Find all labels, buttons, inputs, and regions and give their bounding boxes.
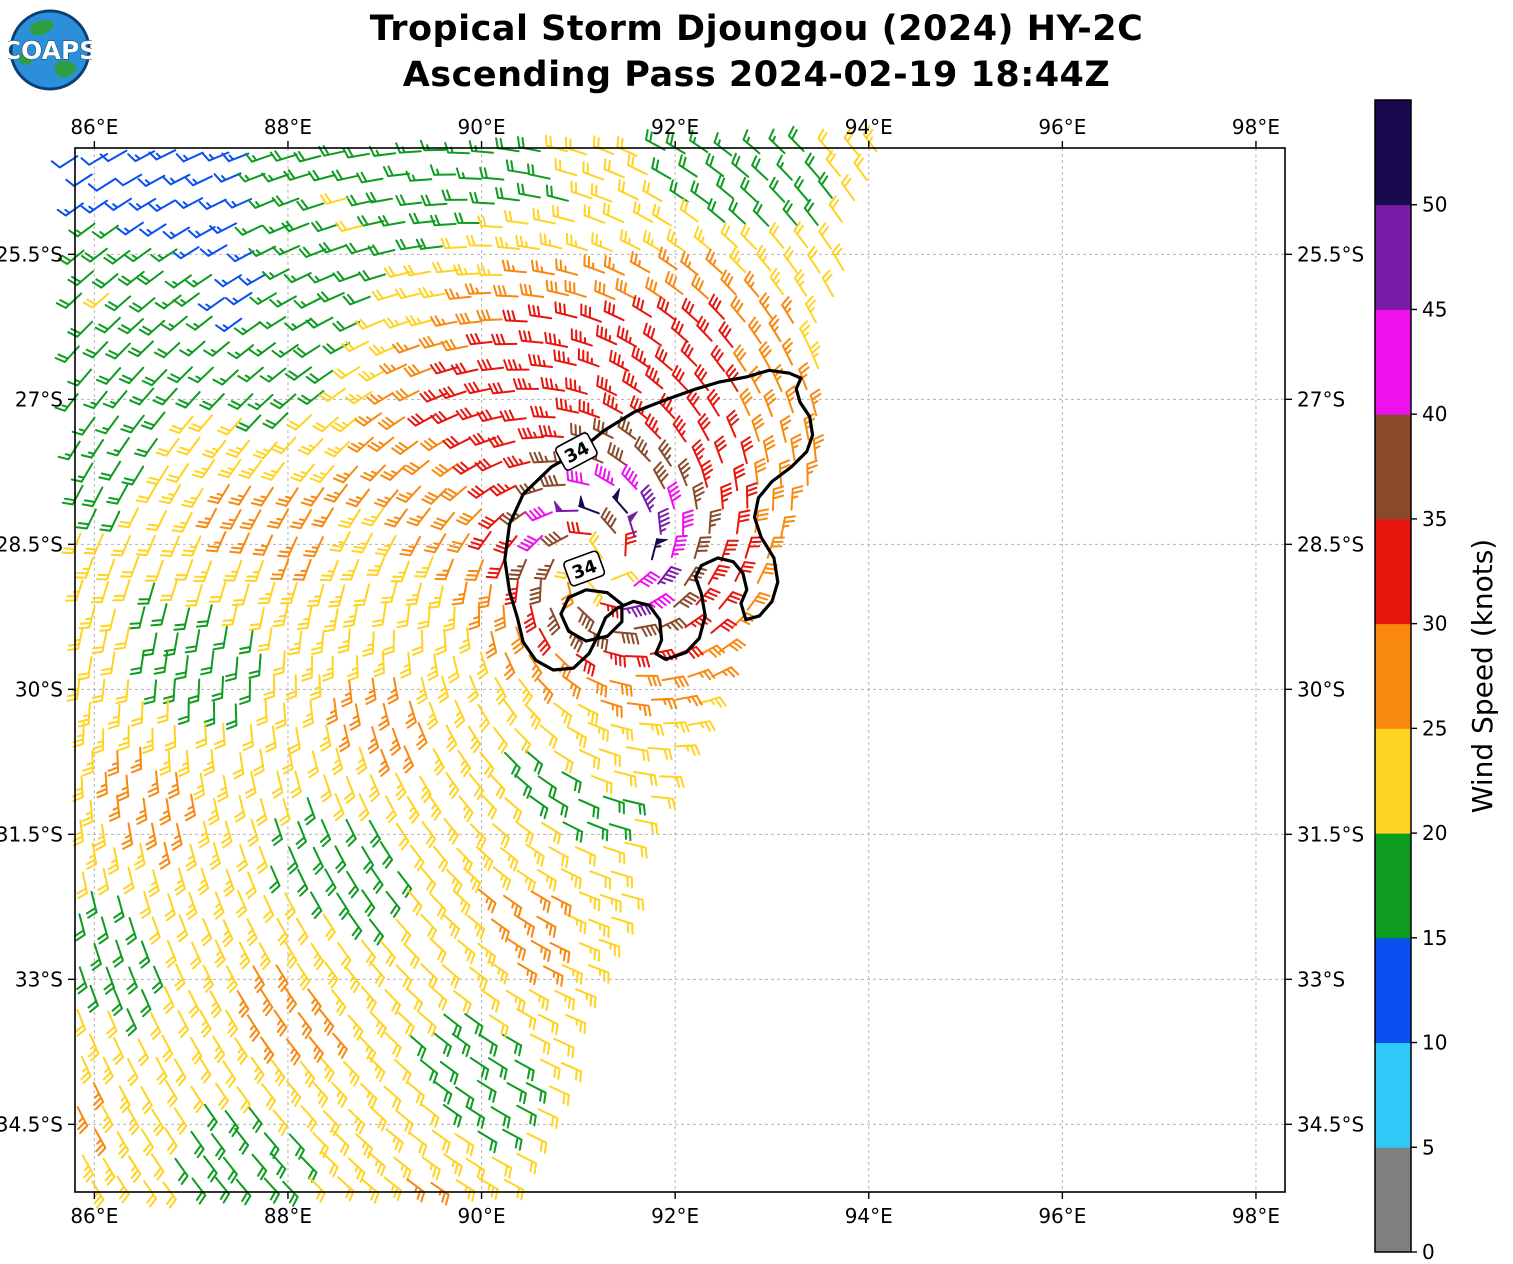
colorbar: 0 5 10 15 20 25 30 35 40 45 50 — [1374, 99, 1447, 1264]
wind-barbs — [578, 495, 662, 561]
x-tick-label-bottom: 86°E — [70, 1204, 118, 1228]
axis-tick-labels: 86°E 86°E 88°E 88°E 90°E 90°E 92°E 92°E 94°E 94°E… — [0, 115, 1364, 1228]
logo-land-2 — [55, 60, 77, 78]
page-title: Tropical Storm Djoungou (2024) HY-2C Asc… — [0, 6, 1513, 98]
plot-render-root: 343486°E86°E88°E88°E90°E90°E92°E92°E94°E… — [0, 99, 1447, 1264]
y-tick-label-left: 34.5°S — [0, 1112, 63, 1136]
wind-barbs — [555, 484, 682, 618]
x-tick-label-bottom: 94°E — [845, 1204, 893, 1228]
y-tick-label-left: 27°S — [15, 387, 63, 411]
x-tick-label-bottom: 96°E — [1038, 1204, 1086, 1228]
x-tick-label-bottom: 90°E — [458, 1204, 506, 1228]
colorbar-tick-label: 30 — [1422, 612, 1447, 636]
colorbar-tick-label: 40 — [1422, 402, 1447, 426]
colorbar-band — [1375, 204, 1411, 310]
colorbar-band — [1375, 937, 1411, 1044]
title-line-1: Tropical Storm Djoungou (2024) HY-2C — [369, 9, 1144, 49]
colorbar-band — [1375, 518, 1411, 625]
x-tick-label-top: 96°E — [1038, 115, 1086, 139]
coaps-logo: COAPS — [2, 8, 98, 96]
contour-outer — [503, 368, 815, 672]
wind-barb-pennants — [553, 500, 638, 523]
wind-barbs — [50, 149, 267, 333]
colorbar-tick-label: 5 — [1422, 1135, 1435, 1159]
colorbar-band — [1375, 309, 1411, 415]
title-line-2: Ascending Pass 2024-02-19 18:44Z — [402, 55, 1111, 95]
wind-barb-pennants — [578, 488, 668, 546]
colorbar-band — [1375, 414, 1411, 520]
axis-ticks — [68, 141, 1292, 1199]
colorbar-band — [1375, 100, 1411, 206]
logo-land-3 — [19, 52, 33, 66]
contour-label: 34 — [563, 550, 606, 587]
x-tick-label-bottom: 98°E — [1232, 1204, 1280, 1228]
y-tick-label-left: 25.5°S — [0, 242, 63, 266]
wind-barbs — [407, 293, 763, 677]
wind-barbs — [76, 246, 825, 1206]
plot-frame — [74, 147, 1286, 1193]
colorbar-tick-label: 45 — [1422, 297, 1447, 321]
colorbar-band — [1375, 728, 1411, 834]
wind-barb-layer — [50, 125, 878, 1209]
y-tick-label-left: 31.5°S — [0, 822, 63, 846]
y-tick-label-left: 33°S — [15, 967, 63, 991]
y-tick-label-right: 30°S — [1297, 677, 1345, 701]
y-tick-label-right: 28.5°S — [1297, 532, 1364, 556]
y-tick-label-right: 33°S — [1297, 967, 1345, 991]
y-tick-label-right: 34.5°S — [1297, 1112, 1364, 1136]
colorbar-tick-label: 20 — [1422, 821, 1447, 845]
colorbar-band — [1375, 1147, 1411, 1253]
y-tick-label-left: 30°S — [15, 677, 63, 701]
x-tick-label-bottom: 88°E — [264, 1204, 312, 1228]
x-tick-label-top: 94°E — [845, 115, 893, 139]
x-tick-label-top: 90°E — [458, 115, 506, 139]
x-tick-label-top: 86°E — [70, 115, 118, 139]
y-tick-label-right: 31.5°S — [1297, 822, 1364, 846]
x-tick-label-top: 98°E — [1232, 115, 1280, 139]
colorbar-tick-label: 15 — [1422, 926, 1447, 950]
colorbar-frame — [1374, 99, 1412, 1253]
colorbar-tick-label: 10 — [1422, 1031, 1447, 1055]
colorbar-band — [1375, 833, 1411, 939]
logo-text: COAPS — [8, 36, 92, 65]
logo-land-1 — [29, 20, 54, 36]
grid-lines — [75, 148, 1285, 1192]
colorbar-tick-label: 50 — [1422, 193, 1447, 217]
x-tick-label-bottom: 92°E — [651, 1204, 699, 1228]
y-tick-label-right: 27°S — [1297, 387, 1345, 411]
colorbar-band — [1375, 1042, 1411, 1148]
wind-barbs — [517, 463, 694, 609]
colorbar-band — [1375, 623, 1411, 729]
contour-inner — [559, 588, 624, 643]
colorbar-axis-label: Wind Speed (knots) — [1466, 539, 1499, 813]
colorbar-tick-label: 0 — [1422, 1240, 1435, 1264]
wind-barbs — [54, 125, 833, 1207]
colorbar-tick-label: 35 — [1422, 507, 1447, 531]
x-tick-label-top: 92°E — [651, 115, 699, 139]
y-tick-label-left: 28.5°S — [0, 532, 63, 556]
x-tick-label-top: 88°E — [264, 115, 312, 139]
y-tick-label-right: 25.5°S — [1297, 242, 1364, 266]
coaps-logo-svg: COAPS — [2, 9, 98, 91]
colorbar-tick-label: 25 — [1422, 716, 1447, 740]
